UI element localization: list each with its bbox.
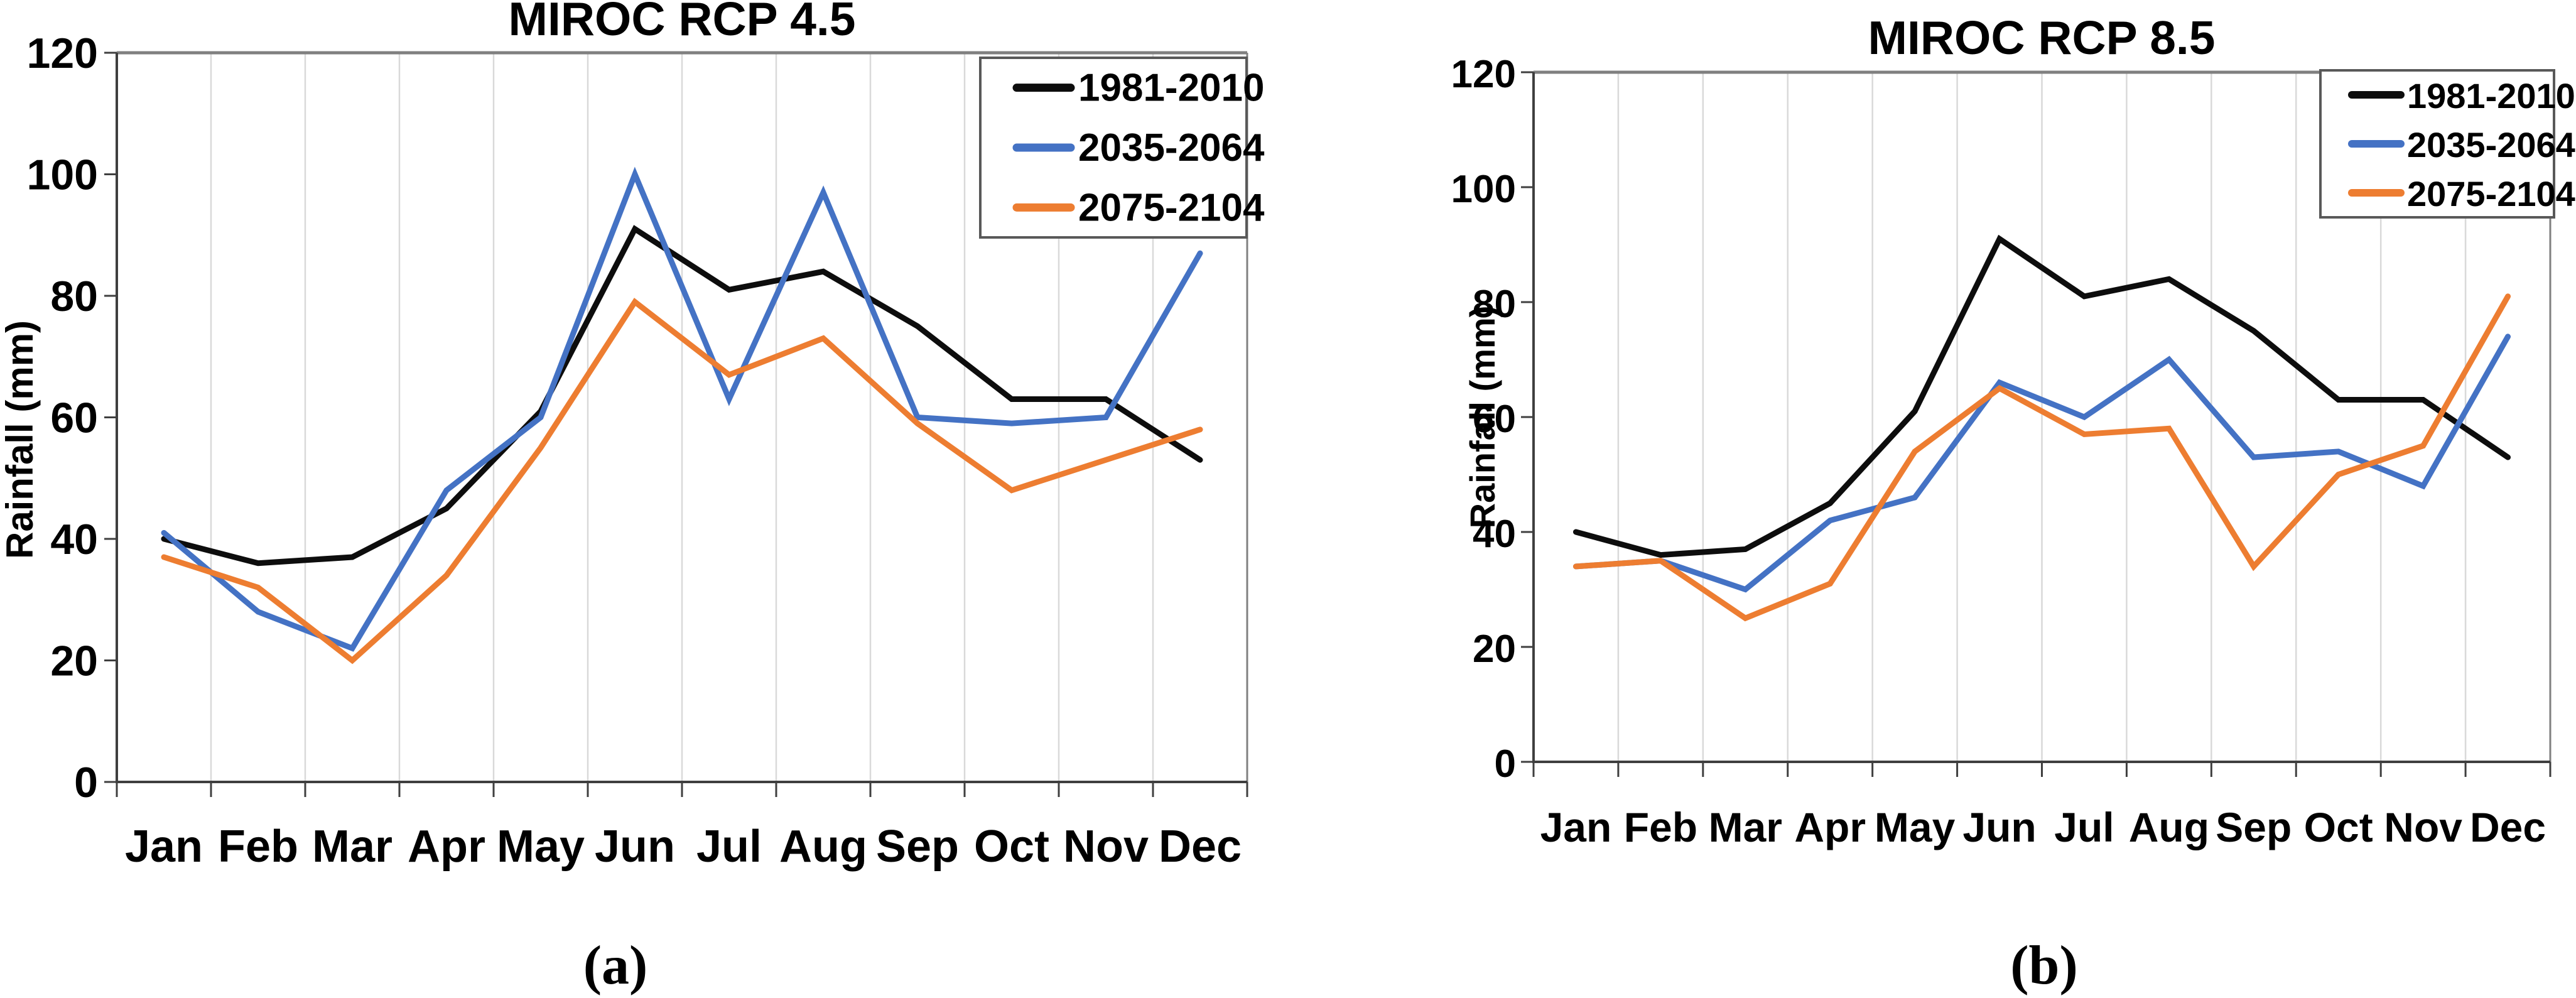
x-category-label: Apr xyxy=(1794,804,1866,850)
x-category-label: Nov xyxy=(1063,822,1149,872)
x-category-label: Feb xyxy=(218,822,298,872)
x-category-label: Mar xyxy=(1709,804,1782,850)
x-category-label: Aug xyxy=(2129,804,2209,850)
x-category-label: May xyxy=(497,822,585,872)
caption-b: (b) xyxy=(2010,935,2078,996)
x-category-label: Jul xyxy=(696,822,762,872)
x-category-label: Sep xyxy=(876,822,959,872)
series-line-1981-2010 xyxy=(161,225,1203,567)
x-category-label: Dec xyxy=(1159,822,1242,872)
legend-label-1981-2010: 1981-2010 xyxy=(2407,76,2575,116)
legend-label-1981-2010: 1981-2010 xyxy=(1078,67,1265,110)
chart-miroc-rcp45-plot: 0 20 40 60 80 100 120 Jan Feb Mar Apr May Jun Jul Aug S… xyxy=(27,30,1265,872)
y-tick-label: 120 xyxy=(1451,53,1516,96)
x-category-label: Mar xyxy=(312,822,392,872)
y-tick-label: 0 xyxy=(74,759,98,806)
legend-label-2035-2064: 2035-2064 xyxy=(2407,125,2575,165)
chart-miroc-rcp85-plot: 0 20 40 60 80 100 120 Jan Feb Mar Apr May Jun Jul Aug S… xyxy=(1451,53,2575,850)
series-line-2075-2104 xyxy=(161,298,1203,664)
x-category-label: Jun xyxy=(595,822,675,872)
x-category-label: Feb xyxy=(1624,804,1697,850)
y-tick-label: 20 xyxy=(50,637,98,685)
legend-label-2075-2104: 2075-2104 xyxy=(2407,174,2575,214)
y-tick-label: 0 xyxy=(1495,742,1516,786)
x-category-label: Dec xyxy=(2470,804,2546,850)
y-tick-label: 120 xyxy=(27,30,98,77)
legend-label-2035-2064: 2035-2064 xyxy=(1078,126,1265,170)
y-tick-label: 40 xyxy=(50,516,98,563)
x-category-label: Sep xyxy=(2216,804,2292,850)
y-tick-label: 100 xyxy=(27,151,98,199)
x-category-label: Jun xyxy=(1962,804,2036,850)
chart-b-title: MIROC RCP 8.5 xyxy=(1868,11,2216,64)
series-line-1981-2010 xyxy=(1572,234,2511,558)
x-category-label: Jan xyxy=(1540,804,1612,850)
x-category-label: Jan xyxy=(125,822,203,872)
x-category-label: Apr xyxy=(408,822,485,872)
y-tick-label: 100 xyxy=(1451,168,1516,211)
x-category-label: Oct xyxy=(974,822,1049,872)
series-line-2075-2104 xyxy=(1572,293,2511,622)
x-category-label: Aug xyxy=(779,822,867,872)
y-tick-label: 80 xyxy=(50,273,98,320)
y-tick-label: 60 xyxy=(50,394,98,442)
series-line-2035-2064 xyxy=(1572,334,2511,593)
x-category-label: May xyxy=(1875,804,1956,850)
chart-b-y-axis-label: Rainfall (mm) xyxy=(1463,306,1502,529)
chart-a-title: MIROC RCP 4.5 xyxy=(509,0,856,45)
y-tick-label: 20 xyxy=(1473,627,1516,671)
x-category-label: Jul xyxy=(2054,804,2114,850)
legend-label-2075-2104: 2075-2104 xyxy=(1078,186,1265,229)
x-category-label: Oct xyxy=(2304,804,2373,850)
series-line-2035-2064 xyxy=(161,166,1203,652)
x-category-label: Nov xyxy=(2384,804,2462,850)
chart-a-y-axis-label: Rainfall (mm) xyxy=(0,320,41,559)
caption-a: (a) xyxy=(583,935,648,996)
y-tick-label: 80 xyxy=(1473,283,1516,326)
y-tick-label: 60 xyxy=(1473,398,1516,441)
y-tick-label: 40 xyxy=(1473,513,1516,556)
